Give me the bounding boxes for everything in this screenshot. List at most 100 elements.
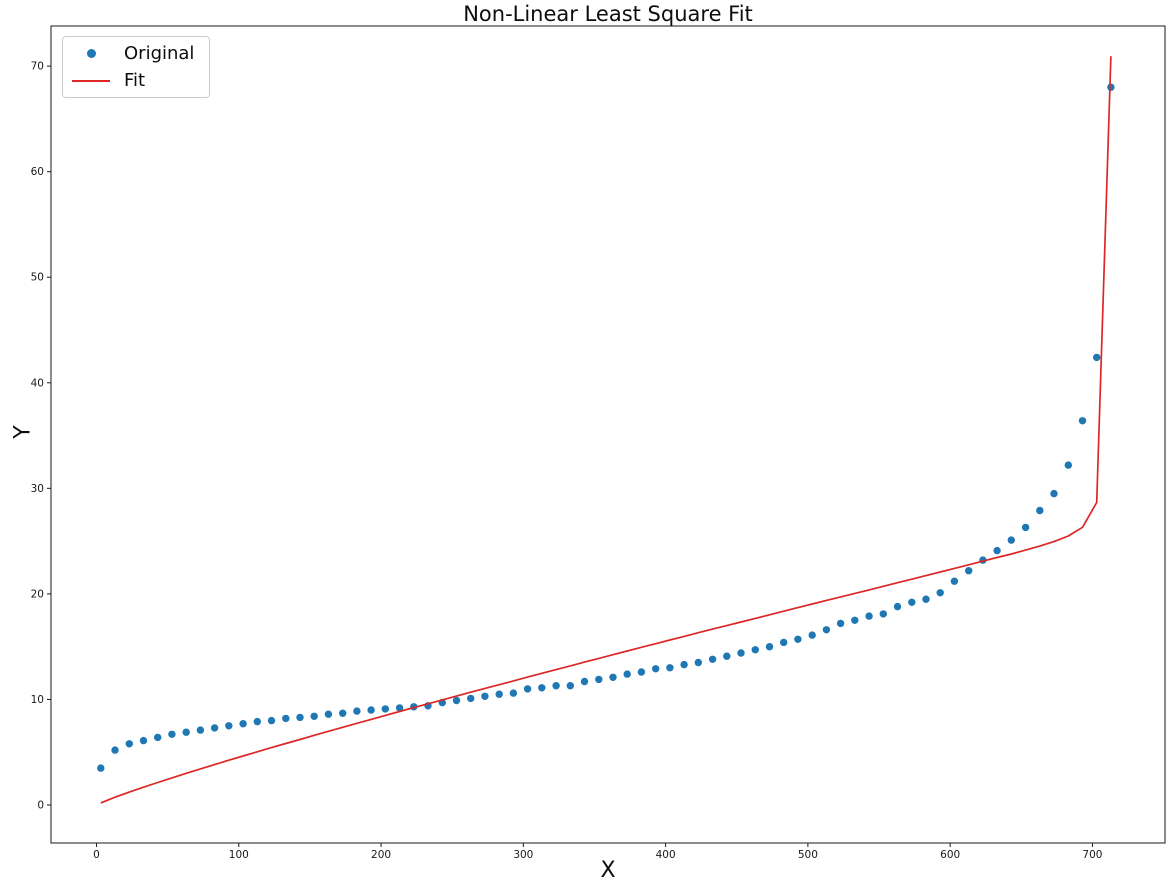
scatter-point	[182, 728, 190, 736]
scatter-point	[296, 713, 304, 722]
scatter-point	[922, 595, 930, 603]
y-tick-label: 10	[31, 694, 44, 706]
scatter-point	[125, 740, 133, 748]
y-tick-label: 70	[31, 61, 44, 73]
scatter-point	[566, 682, 574, 690]
scatter-point	[538, 684, 546, 692]
fit-line	[100, 56, 1112, 804]
scatter-point	[822, 626, 831, 634]
y-axis-label: Y	[10, 425, 36, 439]
scatter-point	[908, 598, 916, 606]
legend-item-fit: Fit	[69, 68, 203, 94]
line-marker-icon	[69, 79, 113, 82]
scatter-point	[239, 720, 247, 728]
scatter-point	[694, 658, 702, 667]
legend-item-original: Original	[69, 41, 203, 67]
scatter-point	[452, 696, 461, 705]
scatter-point	[751, 646, 759, 654]
scatter-point	[737, 649, 745, 657]
legend-marker-original	[86, 49, 96, 58]
x-tick-label: 200	[371, 849, 391, 861]
scatter-point	[1007, 536, 1015, 544]
legend: Original Fit	[62, 36, 210, 98]
scatter-point	[851, 616, 859, 624]
scatter-point	[794, 635, 802, 643]
scatter-marker-icon	[69, 49, 113, 58]
scatter-point	[950, 577, 959, 585]
scatter-point	[523, 685, 532, 693]
scatter-point	[808, 631, 816, 639]
scatter-point	[666, 664, 674, 672]
scatter-point	[1021, 523, 1030, 532]
scatter-point	[765, 643, 774, 651]
y-tick-label: 50	[31, 272, 44, 284]
scatter-point	[879, 610, 887, 618]
scatter-point	[225, 722, 233, 730]
y-tick-label: 40	[31, 377, 44, 389]
scatter-point	[652, 665, 660, 673]
scatter-point	[339, 709, 347, 717]
y-axis-ticks: 0 10 20 30 40 50 60 70	[31, 61, 51, 812]
scatter-point	[1107, 83, 1115, 91]
plot-border	[50, 25, 1166, 844]
legend-label-fit: Fit	[124, 70, 146, 91]
scatter-point	[865, 612, 873, 620]
scatter-point	[1078, 417, 1087, 425]
scatter-point	[893, 602, 902, 611]
scatter-point	[595, 675, 603, 684]
x-tick-label: 0	[93, 849, 100, 861]
scatter-point	[97, 764, 105, 772]
scatter-point	[580, 677, 589, 686]
x-tick-label: 100	[229, 849, 249, 861]
x-tick-label: 300	[513, 849, 533, 861]
scatter-point	[154, 733, 162, 742]
scatter-point	[609, 673, 617, 681]
chart-title: Non-Linear Least Square Fit	[463, 2, 753, 26]
x-tick-label: 400	[656, 849, 676, 861]
scatter-point	[552, 682, 560, 690]
scatter-point	[836, 619, 845, 628]
y-tick-label: 20	[31, 588, 44, 600]
scatter-point	[310, 712, 318, 720]
scatter-point	[637, 668, 646, 676]
scatter-point	[623, 670, 631, 678]
scatter-point	[353, 707, 361, 715]
scatter-point	[1036, 506, 1044, 515]
legend-label-original: Original	[124, 43, 195, 64]
scatter-point	[495, 690, 503, 698]
x-tick-label: 600	[940, 849, 960, 861]
scatter-point	[139, 736, 148, 745]
scatter-point	[780, 638, 788, 647]
scatter-point	[267, 716, 276, 725]
scatter-point	[395, 704, 404, 712]
scatter-point	[965, 567, 973, 575]
scatter-point	[324, 710, 333, 718]
scatter-point	[1093, 353, 1101, 362]
scatter-point	[467, 694, 475, 703]
scatter-point	[381, 705, 389, 713]
scatter-series	[97, 83, 1115, 772]
scatter-point	[680, 660, 688, 669]
scatter-point	[481, 692, 489, 700]
scatter-point	[993, 546, 1001, 555]
legend-marker-fit	[72, 79, 110, 82]
scatter-point	[1064, 461, 1073, 469]
y-tick-label: 30	[31, 483, 44, 495]
scatter-point	[936, 589, 944, 597]
scatter-point	[708, 655, 717, 663]
x-axis-ticks: 0 100 200 300 400 500 600 700	[93, 843, 1102, 861]
scatter-point	[210, 724, 219, 732]
scatter-point	[509, 689, 518, 697]
x-axis-label: X	[600, 858, 616, 883]
scatter-point	[111, 746, 119, 754]
y-tick-label: 60	[31, 166, 44, 178]
scatter-point	[367, 706, 375, 714]
x-tick-label: 700	[1082, 849, 1102, 861]
y-tick-label: 0	[37, 800, 44, 812]
scatter-point	[196, 726, 205, 734]
scatter-point	[282, 714, 290, 723]
scatter-point	[1050, 489, 1058, 498]
scatter-point	[253, 717, 261, 726]
